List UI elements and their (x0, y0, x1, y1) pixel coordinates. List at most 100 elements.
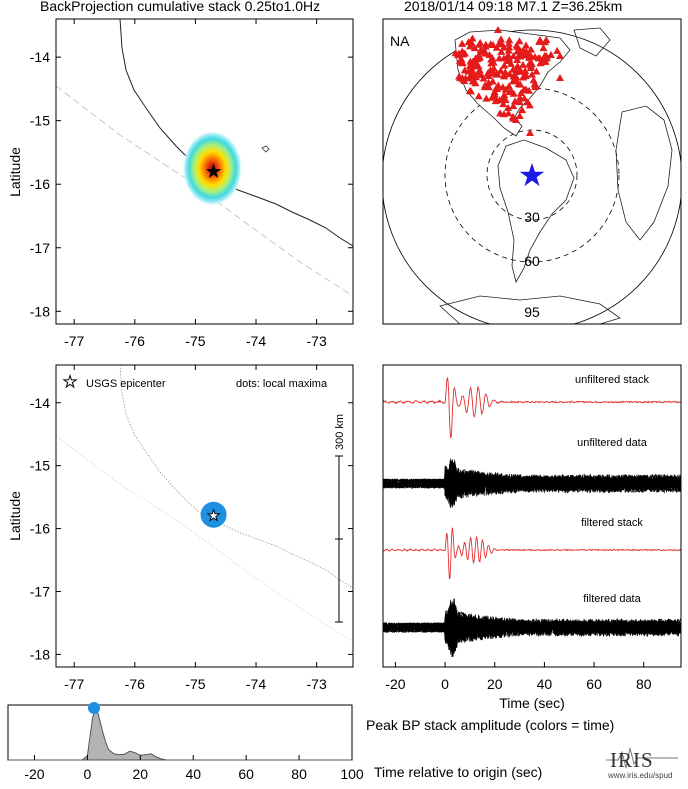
peak-xlabel: Time relative to origin (sec) (374, 764, 543, 780)
station-marker (471, 79, 480, 87)
south-america-outline (497, 139, 575, 284)
y-tick-label: -18 (30, 646, 50, 662)
trench-line-c (56, 435, 353, 643)
x-tick-label: 60 (238, 766, 254, 782)
iris-logo: IRIS www.iris.edu/spud (600, 740, 684, 784)
station-marker (509, 65, 518, 73)
x-tick-label: -75 (185, 676, 205, 692)
maxima-map-panel: -77 -76 -75 -74 -73 -14 -15 -16 -17 -18 ★ ★ USGS … (30, 364, 354, 692)
station-marker (508, 112, 517, 120)
station-marker (556, 74, 564, 81)
station-marker (532, 67, 541, 75)
station-marker (509, 72, 518, 80)
local-maximum-dot (200, 501, 227, 528)
iris-logo-wave (606, 747, 678, 769)
station-marker (527, 70, 536, 78)
peak-amplitude-area (8, 708, 352, 761)
station-marker (535, 38, 544, 46)
station-marker (465, 72, 474, 80)
bp-map-frame (55, 18, 354, 325)
station-marker (483, 82, 492, 90)
x-tick-label: 80 (636, 676, 652, 692)
africa-outline (615, 105, 673, 241)
station-marker (455, 72, 464, 80)
station-marker (509, 77, 518, 85)
station-marker (488, 54, 497, 62)
station-marker (494, 26, 502, 33)
station-marker (539, 44, 548, 52)
station-marker (505, 54, 514, 62)
station-marker (495, 96, 504, 104)
y-tick-label: -17 (30, 584, 50, 600)
data-trace (383, 469, 681, 506)
x-tick-label: 60 (586, 676, 602, 692)
station-marker (509, 102, 518, 110)
station-marker (529, 76, 538, 84)
x-tick-label: -20 (24, 766, 44, 782)
station-marker (499, 100, 508, 108)
x-tick-label: 0 (83, 766, 91, 782)
station-marker (500, 94, 509, 102)
x-tick-label: 40 (185, 766, 201, 782)
station-marker (479, 74, 488, 82)
station-marker (490, 90, 499, 98)
maxima-map-frame (55, 364, 354, 668)
station-marker (470, 57, 479, 65)
station-marker (496, 66, 505, 74)
stack-trace (383, 527, 681, 580)
station-marker (468, 34, 477, 42)
ylabel-maxima-map: Latitude (7, 491, 23, 541)
station-marker (525, 101, 534, 109)
station-marker (518, 106, 527, 114)
station-marker (475, 67, 484, 75)
station-marker (465, 62, 474, 70)
iris-logo-text: IRIS (610, 748, 654, 772)
station-marker (553, 46, 562, 54)
station-marker (484, 69, 493, 77)
station-marker (507, 87, 516, 95)
time-axis-label: Time (sec) (499, 695, 565, 711)
peak-amplitude-panel: -20 0 20 40 60 80 100 (7, 702, 364, 782)
stack-trace (383, 377, 681, 439)
ring-30 (486, 129, 578, 221)
trace-label-unfiltered-data: unfiltered data (577, 437, 648, 449)
y-tick-label: -14 (30, 49, 50, 65)
x-tick-label: -76 (125, 333, 145, 349)
ylabel-bp-map: Latitude (7, 147, 23, 197)
x-tick-label: 20 (133, 766, 149, 782)
station-marker (480, 47, 489, 55)
station-marker (497, 47, 506, 55)
x-tick-label: 80 (291, 766, 307, 782)
ring-label-95: 95 (524, 304, 540, 320)
station-marker (526, 45, 535, 53)
map-outline (383, 29, 681, 324)
station-marker (513, 42, 522, 50)
station-marker (472, 73, 481, 81)
station-marker (500, 61, 509, 69)
x-tick-label: -73 (307, 333, 327, 349)
x-tick-label: -77 (64, 333, 84, 349)
trace-label-filtered-stack: filtered stack (581, 517, 643, 529)
event-info: 2018/01/14 09:18 M7.1 Z=36.25km (404, 0, 623, 14)
trace-label-filtered-data: filtered data (583, 593, 641, 605)
station-marker (510, 97, 519, 105)
seismogram-frame (382, 364, 682, 668)
y-tick-label: -16 (30, 176, 50, 192)
station-marker (515, 111, 524, 119)
bp-map-panel: -77 -76 -75 -74 -73 -14 -15 -16 -17 -18 ★ (30, 18, 354, 349)
station-marker (515, 37, 524, 45)
station-marker (521, 70, 530, 78)
station-marker (487, 59, 496, 67)
station-marker (526, 59, 535, 67)
station-marker (541, 38, 550, 46)
station-marker (518, 60, 527, 68)
station-marker (491, 93, 500, 101)
trace-label-unfiltered-stack: unfiltered stack (575, 374, 649, 386)
station-marker (505, 70, 514, 78)
station-marker (505, 43, 514, 51)
station-marker (466, 87, 475, 95)
station-marker (474, 92, 483, 100)
chart-title: BackProjection cumulative stack 0.25to1.… (40, 0, 321, 14)
x-tick-label: -77 (64, 676, 84, 692)
